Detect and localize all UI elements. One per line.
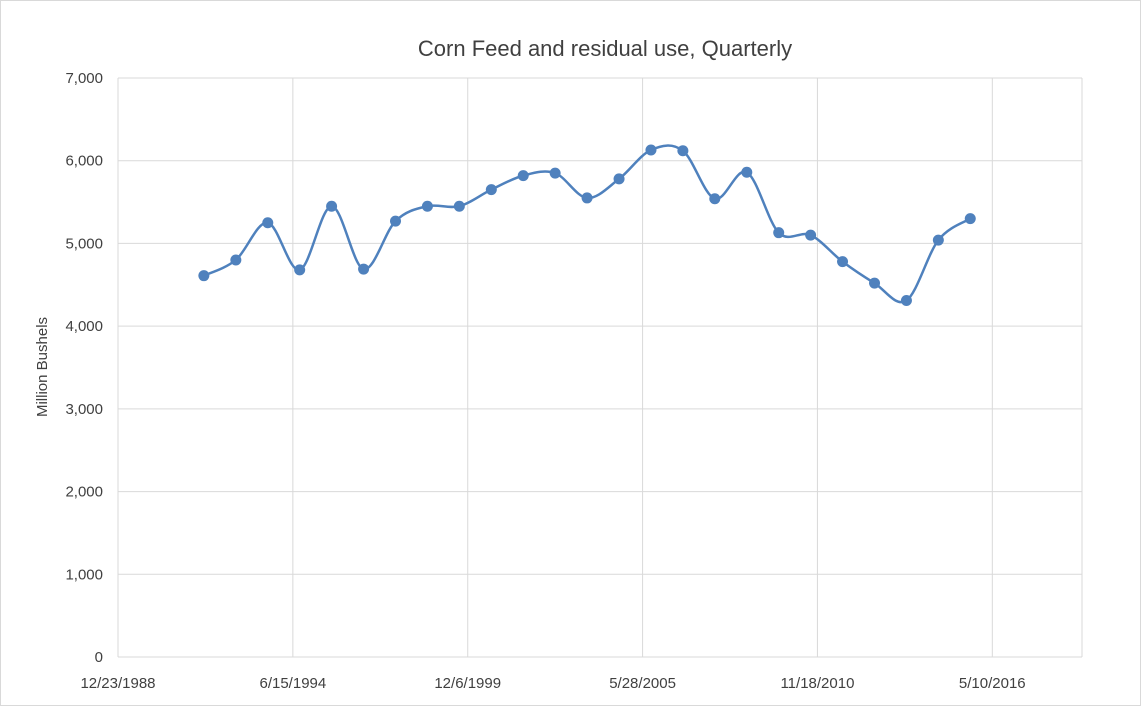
y-tick-label: 3,000 <box>65 401 103 418</box>
data-point <box>485 184 497 196</box>
y-tick-label: 2,000 <box>65 484 103 501</box>
y-tick-label: 1,000 <box>65 566 103 583</box>
y-tick-label: 6,000 <box>65 153 103 170</box>
series-line <box>203 144 971 304</box>
data-point <box>837 256 849 268</box>
series-group <box>198 144 976 307</box>
y-axis-label: Million Bushels <box>34 317 51 417</box>
data-point <box>198 270 210 282</box>
data-point <box>581 192 593 204</box>
data-point <box>294 264 306 276</box>
chart-title: Corn Feed and residual use, Quarterly <box>418 36 792 61</box>
x-tick-label: 11/18/2010 <box>780 675 854 692</box>
x-tick-label: 5/28/2005 <box>609 675 676 692</box>
data-point <box>262 217 274 229</box>
data-point <box>326 200 338 212</box>
y-tick-label: 7,000 <box>65 70 103 87</box>
data-point <box>613 173 625 185</box>
y-tick-label: 4,000 <box>65 318 103 335</box>
data-point <box>390 215 402 227</box>
x-tick-label: 5/10/2016 <box>959 675 1026 692</box>
x-tick-label: 12/23/1988 <box>80 675 155 692</box>
data-point <box>869 277 881 289</box>
data-point <box>645 144 657 156</box>
data-point <box>709 193 721 205</box>
y-tick-label: 5,000 <box>65 235 103 252</box>
data-point <box>421 200 433 212</box>
data-point <box>773 227 785 239</box>
x-tick-label: 6/15/1994 <box>259 675 326 692</box>
data-point <box>900 295 912 307</box>
data-point <box>805 229 817 241</box>
data-point <box>230 254 242 266</box>
tick-labels: 0 1,000 2,000 3,000 4,000 5,000 6,000 7,000 12/2… <box>65 70 1025 692</box>
data-point <box>453 200 465 212</box>
data-point <box>677 145 689 157</box>
data-point <box>549 167 561 179</box>
data-point <box>358 263 370 275</box>
y-tick-label: 0 <box>95 649 103 666</box>
data-point <box>517 170 529 182</box>
x-tick-label: 12/6/1999 <box>434 675 501 692</box>
data-point <box>964 213 976 225</box>
data-point <box>932 234 944 246</box>
data-point <box>741 166 753 178</box>
gridlines <box>117 77 1083 658</box>
